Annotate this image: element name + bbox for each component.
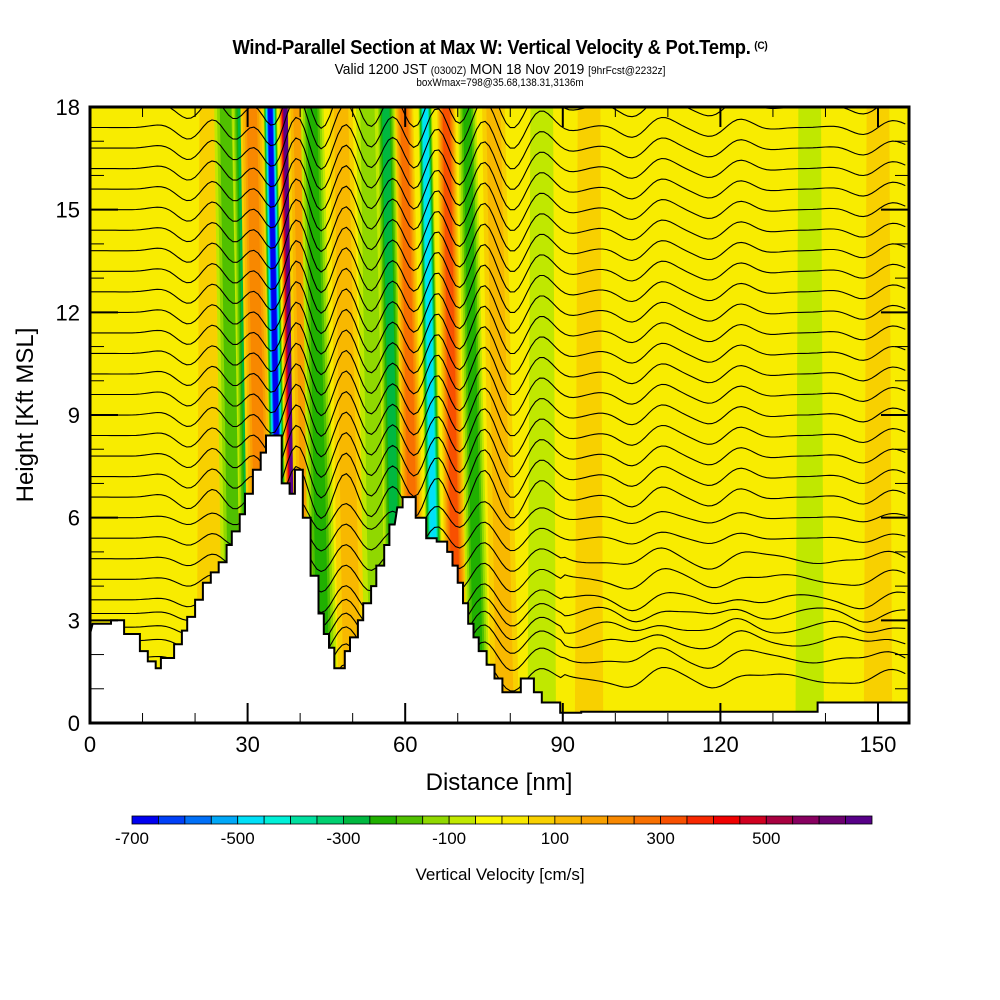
y-tick-label: 6 bbox=[68, 506, 80, 531]
colorbar-segment bbox=[633, 815, 661, 825]
colorbar-segment bbox=[501, 815, 529, 825]
colorbar-title: Vertical Velocity [cm/s] bbox=[415, 865, 584, 884]
colorbar-tick-label: -500 bbox=[221, 829, 255, 848]
colorbar: -700 -500 -300 -100 100 300 500 bbox=[115, 815, 873, 848]
colorbar-segment bbox=[448, 815, 476, 825]
terrain bbox=[90, 434, 909, 723]
colorbar-segment bbox=[475, 815, 503, 825]
y-tick-label: 3 bbox=[68, 608, 80, 633]
theta-contour bbox=[90, 322, 906, 376]
colorbar-segment bbox=[237, 815, 265, 825]
chart-subtitle: Valid 1200 JST (0300Z) MON 18 Nov 2019 [… bbox=[40, 61, 960, 78]
colorbar-segment bbox=[607, 815, 635, 825]
copyright-mark: (C) bbox=[754, 40, 768, 52]
theta-contour bbox=[90, 383, 906, 438]
y-tick-label: 18 bbox=[56, 95, 80, 120]
colorbar-segment bbox=[158, 815, 186, 825]
colorbar-tick-label: 300 bbox=[646, 829, 674, 848]
x-tick-label: 0 bbox=[84, 732, 96, 757]
colorbar-segment bbox=[263, 815, 291, 825]
colorbar-segment bbox=[765, 815, 794, 825]
colorbar-segment bbox=[422, 815, 450, 825]
colorbar-segment bbox=[686, 815, 714, 825]
velocity-band bbox=[307, 107, 331, 723]
theta-contour bbox=[90, 465, 906, 520]
theta-contour bbox=[90, 363, 906, 417]
theta-contour bbox=[90, 424, 906, 479]
x-tick-label: 120 bbox=[702, 732, 739, 757]
theta-contours bbox=[90, 107, 906, 692]
theta-contour bbox=[90, 157, 906, 212]
x-tick-label: 90 bbox=[551, 732, 575, 757]
colorbar-tick-label: -700 bbox=[115, 829, 149, 848]
plot-area bbox=[90, 107, 909, 723]
boxwmax-info: boxWmax=798@35.68,138.31,3136m bbox=[416, 77, 584, 89]
colorbar-tick-label: 100 bbox=[541, 829, 569, 848]
colorbar-segment bbox=[845, 815, 873, 825]
chart-title: Wind-Parallel Section at Max W: Vertical… bbox=[40, 37, 960, 60]
colorbar-tick-label: -100 bbox=[432, 829, 466, 848]
colorbar-segment bbox=[792, 815, 820, 825]
colorbar-segment bbox=[369, 815, 397, 825]
colorbar-segment bbox=[290, 815, 318, 825]
colorbar-segment bbox=[395, 815, 424, 825]
axes: 0 30 60 90 120 150 0 3 6 9 12 15 18 bbox=[56, 95, 911, 757]
theta-contour bbox=[90, 198, 906, 253]
theta-contour bbox=[90, 219, 906, 273]
theta-contour bbox=[90, 116, 906, 171]
x-tick-label: 60 bbox=[393, 732, 417, 757]
forecast-info: [9hrFcst@2232z] bbox=[588, 65, 666, 77]
x-tick-label: 150 bbox=[860, 732, 897, 757]
x-axis-title: Distance [nm] bbox=[426, 769, 573, 796]
theta-contour bbox=[90, 519, 906, 552]
velocity-band bbox=[333, 107, 362, 723]
valid-utc: (0300Z) bbox=[430, 65, 467, 77]
terrain-layer bbox=[90, 434, 909, 723]
theta-contour bbox=[90, 107, 906, 150]
colorbar-segment bbox=[343, 815, 371, 825]
theta-contour bbox=[90, 239, 906, 294]
velocity-band bbox=[527, 107, 556, 723]
theta-contour bbox=[90, 445, 906, 499]
y-tick-label: 9 bbox=[68, 403, 80, 428]
colorbar-segment bbox=[660, 815, 688, 825]
theta-contour bbox=[90, 404, 906, 458]
colorbar-segment bbox=[818, 815, 846, 825]
colorbar-segment bbox=[528, 815, 556, 825]
chart-title-text: Wind-Parallel Section at Max W: Vertical… bbox=[232, 37, 751, 59]
y-axis-title: Height [Kft MSL] bbox=[12, 328, 39, 503]
colorbar-segment bbox=[131, 815, 159, 825]
colorbar-segment bbox=[316, 815, 344, 825]
theta-contour bbox=[90, 137, 906, 191]
velocity-band bbox=[463, 107, 484, 723]
theta-contour bbox=[90, 281, 906, 335]
colorbar-segment bbox=[713, 815, 741, 825]
theta-contour bbox=[90, 342, 906, 396]
y-tick-label: 12 bbox=[56, 300, 80, 325]
colorbar-segment bbox=[184, 815, 212, 825]
theta-contour bbox=[90, 498, 906, 532]
theta-contour bbox=[90, 260, 906, 314]
colorbar-segment bbox=[554, 815, 582, 825]
colorbar-tick-label: -300 bbox=[326, 829, 360, 848]
valid-time: Valid 1200 JST bbox=[334, 61, 427, 78]
colorbar-segment bbox=[580, 815, 609, 825]
colorbar-segment bbox=[210, 815, 239, 825]
colorbar-segment bbox=[739, 815, 767, 825]
colorbar-tick-label: 500 bbox=[752, 829, 780, 848]
valid-date: MON 18 Nov 2019 bbox=[470, 61, 585, 78]
theta-contour bbox=[90, 301, 906, 355]
x-tick-label: 30 bbox=[235, 732, 259, 757]
y-tick-label: 15 bbox=[56, 198, 80, 223]
y-tick-label: 0 bbox=[68, 711, 80, 736]
theta-contour bbox=[90, 178, 906, 232]
